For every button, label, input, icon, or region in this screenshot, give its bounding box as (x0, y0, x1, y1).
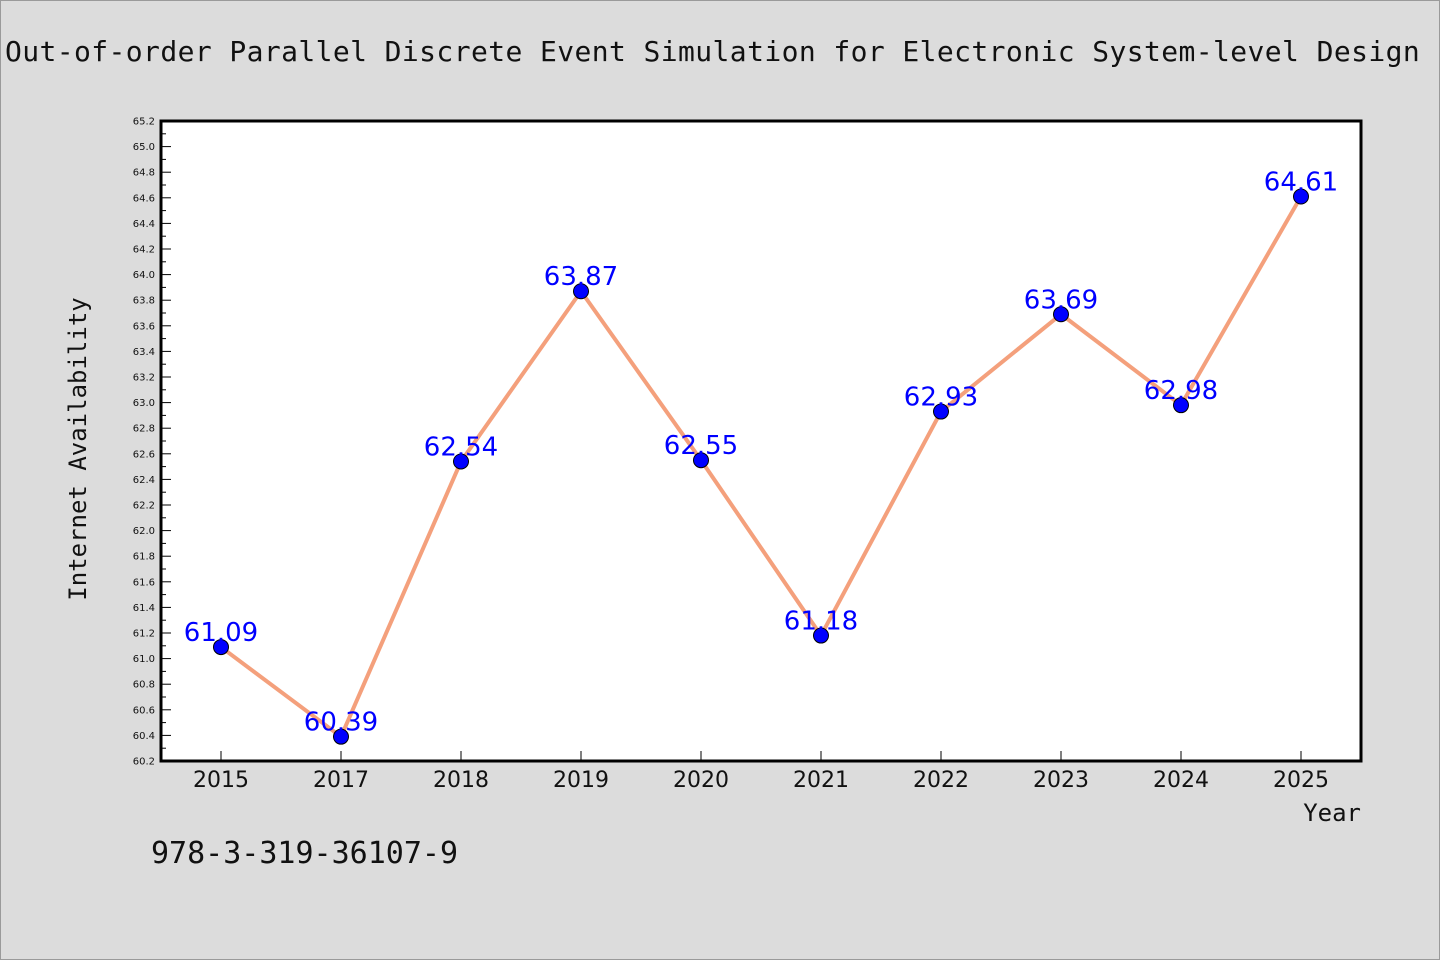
y-tick-label: 61.2 (133, 629, 155, 640)
data-point (573, 283, 589, 300)
data-label: 64.61 (1264, 168, 1338, 198)
y-tick-label: 65.2 (133, 117, 155, 128)
y-tick-label: 61.6 (133, 577, 155, 588)
data-point (693, 452, 709, 469)
data-label: 62.55 (664, 431, 738, 461)
data-label: 62.98 (1144, 376, 1218, 406)
data-point (453, 453, 469, 470)
y-tick-label: 63.0 (133, 398, 155, 409)
y-tick-label: 65.0 (133, 142, 155, 153)
data-label: 63.87 (544, 262, 618, 292)
data-point (1173, 397, 1189, 414)
data-point (333, 728, 349, 745)
y-axis: 60.2 60.4 60.6 60.8 61.0 61.2 61.4 61.6 61.8 62.0… (133, 117, 171, 768)
y-tick-label: 61.0 (133, 654, 155, 665)
x-tick-label: 2022 (913, 768, 969, 793)
plot-area (159, 119, 1363, 763)
series-line (219, 195, 1303, 739)
data-label: 61.18 (784, 607, 858, 637)
y-tick-label: 64.4 (133, 219, 155, 230)
y-tick-label: 63.2 (133, 373, 155, 384)
isbn-footnote: 978-3-319-36107-9 (151, 836, 459, 871)
data-point (1053, 306, 1069, 323)
data-label: 61.09 (184, 618, 258, 648)
x-tick-label: 2020 (673, 768, 729, 793)
data-point (933, 403, 949, 420)
y-axis-title: Internet Availability (64, 297, 92, 600)
x-tick-label: 2023 (1033, 768, 1089, 793)
y-tick-label: 64.6 (133, 193, 155, 204)
x-tick-label: 2025 (1273, 768, 1329, 793)
x-tick-label: 2021 (793, 768, 849, 793)
y-tick-label: 62.8 (133, 424, 155, 435)
y-tick-label: 63.8 (133, 296, 155, 307)
y-tick-label: 60.6 (133, 705, 155, 716)
x-axis-title: Year (1303, 799, 1361, 827)
y-tick-label: 61.4 (133, 603, 155, 614)
data-label: 60.39 (304, 708, 378, 738)
data-label: 62.93 (904, 383, 978, 413)
data-point (813, 627, 829, 644)
y-tick-label: 60.8 (133, 680, 155, 691)
chart-title: Out-of-order Parallel Discrete Event Sim… (5, 35, 1421, 68)
data-point (213, 639, 229, 656)
y-tick-label: 62.4 (133, 475, 155, 486)
x-tick-label: 2024 (1153, 768, 1209, 793)
y-tick-label: 63.4 (133, 347, 155, 358)
x-axis: 2015 2017 2018 2019 2020 2021 2022 2023 2024 2025 (193, 751, 1329, 793)
y-tick-label: 64.8 (133, 168, 155, 179)
data-label: 63.69 (1024, 285, 1098, 315)
x-tick-label: 2019 (553, 768, 609, 793)
x-tick-label: 2015 (193, 768, 249, 793)
y-tick-label: 62.0 (133, 526, 155, 537)
y-tick-label: 60.2 (133, 757, 155, 768)
y-tick-label: 62.6 (133, 449, 155, 460)
series-group: 61.09 60.39 62.54 63.87 62.55 61.18 62.93 63.69… (184, 168, 1338, 745)
x-tick-label: 2018 (433, 768, 489, 793)
y-tick-label: 61.8 (133, 552, 155, 563)
x-tick-label: 2017 (313, 768, 369, 793)
y-tick-label: 63.6 (133, 321, 155, 332)
y-tick-label: 60.4 (133, 731, 155, 742)
y-tick-label: 62.2 (133, 501, 155, 512)
y-tick-label: 64.2 (133, 245, 155, 256)
data-point (1293, 188, 1309, 205)
data-label: 62.54 (424, 432, 498, 462)
y-tick-label: 64.0 (133, 270, 155, 281)
